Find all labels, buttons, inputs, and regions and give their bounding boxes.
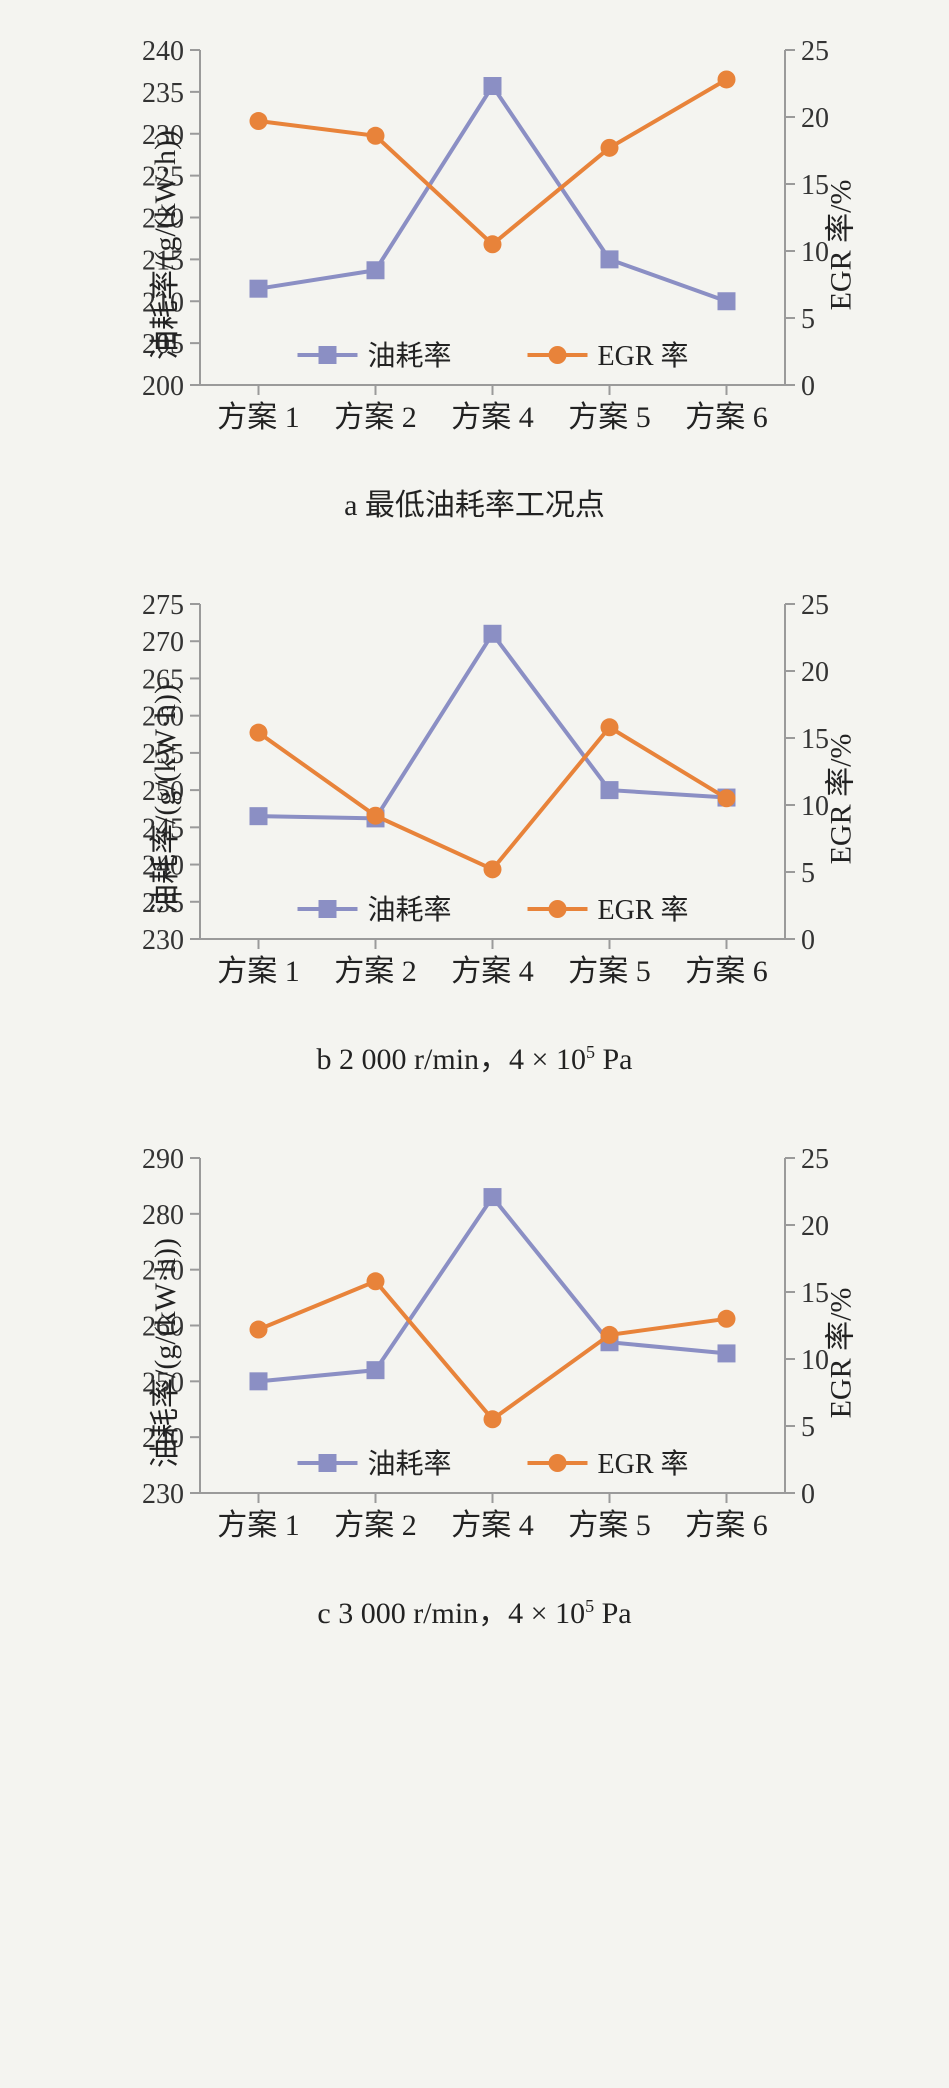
- x-category-label: 方案 2: [334, 401, 417, 434]
- egr-series-marker: [249, 1321, 267, 1339]
- egr-series-marker: [249, 724, 267, 742]
- legend-egr-label: EGR 率: [597, 894, 688, 926]
- x-category-label: 方案 2: [334, 1509, 417, 1542]
- egr-series-marker: [366, 807, 384, 825]
- chart-caption: b 2 000 r/min，4 × 105 Pa: [40, 1034, 909, 1078]
- x-category-label: 方案 6: [685, 1509, 768, 1542]
- x-category-label: 方案 4: [451, 401, 534, 434]
- x-category-label: 方案 5: [568, 955, 651, 988]
- chart-panel-c: 油耗率/(g/(kW·h))EGR 率/%2302402502602702802…: [0, 1108, 949, 1662]
- x-category-label: 方案 1: [217, 1509, 300, 1542]
- fuel-series-marker: [600, 781, 618, 799]
- chart-caption: a 最低油耗率工况点: [40, 480, 909, 524]
- y-left-tick-label: 230: [142, 1479, 184, 1510]
- x-category-label: 方案 5: [568, 1509, 651, 1542]
- fuel-series-marker: [249, 1372, 267, 1390]
- chart-wrap: 油耗率/(g/(kW·h)) EGR 率/%2302352402452502552…: [85, 584, 865, 1014]
- x-category-label: 方案 4: [451, 955, 534, 988]
- egr-series-marker: [717, 1310, 735, 1328]
- egr-series-line: [258, 727, 726, 869]
- legend-egr-label: EGR 率: [597, 340, 688, 372]
- fuel-series-marker: [717, 292, 735, 310]
- x-category-label: 方案 1: [217, 955, 300, 988]
- y-right-tick-label: 5: [801, 1412, 815, 1443]
- fuel-series-marker: [483, 1188, 501, 1206]
- y-right-tick-label: 0: [801, 1479, 815, 1510]
- egr-series-marker: [717, 789, 735, 807]
- egr-series-marker: [366, 1272, 384, 1290]
- chart-panel-a: 油耗率/(g/(kW·h))EGR 率/%2002052102152202252…: [0, 0, 949, 554]
- chart-wrap: 油耗率/(g/(kW·h)) EGR 率/%2302402502602702802…: [85, 1138, 865, 1568]
- fuel-series-marker: [249, 280, 267, 298]
- x-category-label: 方案 6: [685, 401, 768, 434]
- fuel-series-line: [258, 634, 726, 819]
- egr-series-marker: [366, 127, 384, 145]
- y-right-tick-label: 25: [801, 590, 829, 621]
- chart-svg: 2302402502602702802900510152025方案 1方案 2方…: [85, 1138, 865, 1568]
- legend-egr-label: EGR 率: [597, 1448, 688, 1480]
- legend-fuel-label: 油耗率: [367, 894, 451, 926]
- y-right-tick-label: 0: [801, 925, 815, 956]
- egr-series-line: [258, 79, 726, 244]
- chart-caption: c 3 000 r/min，4 × 105 Pa: [40, 1588, 909, 1632]
- y-right-axis-label: EGR 率/%: [815, 1288, 859, 1419]
- y-left-tick-label: 235: [142, 78, 184, 109]
- y-left-tick-label: 270: [142, 627, 184, 658]
- chart-svg: 2302352402452502552602652702750510152025…: [85, 584, 865, 1014]
- egr-series-marker: [483, 1410, 501, 1428]
- y-left-tick-label: 290: [142, 1144, 184, 1175]
- legend-fuel-label: 油耗率: [367, 1448, 451, 1480]
- egr-series-line: [258, 1281, 726, 1419]
- x-category-label: 方案 6: [685, 955, 768, 988]
- chart-wrap: 油耗率/(g/(kW·h)) EGR 率/%2002052102152202252…: [85, 30, 865, 460]
- egr-series-marker: [600, 1326, 618, 1344]
- y-left-axis-label: 油耗率/(g/(kW·h)): [139, 130, 183, 360]
- y-right-tick-label: 20: [801, 1211, 829, 1242]
- y-right-axis-label: EGR 率/%: [815, 180, 859, 311]
- egr-series-marker: [600, 139, 618, 157]
- egr-series-marker: [600, 718, 618, 736]
- fuel-series-marker: [600, 250, 618, 268]
- x-category-label: 方案 2: [334, 955, 417, 988]
- fuel-series-marker: [483, 77, 501, 95]
- legend-fuel-label: 油耗率: [367, 340, 451, 372]
- egr-series-marker: [249, 112, 267, 130]
- y-left-tick-label: 280: [142, 1200, 184, 1231]
- y-left-tick-label: 275: [142, 590, 184, 621]
- fuel-series-marker: [366, 1361, 384, 1379]
- y-left-axis-label: 油耗率/(g/(kW·h)): [139, 684, 183, 914]
- y-right-tick-label: 5: [801, 858, 815, 889]
- y-right-tick-label: 20: [801, 657, 829, 688]
- x-category-label: 方案 1: [217, 401, 300, 434]
- y-right-tick-label: 0: [801, 371, 815, 402]
- chart-panel-b: 油耗率/(g/(kW·h))EGR 率/%2302352402452502552…: [0, 554, 949, 1108]
- fuel-series-line: [258, 1197, 726, 1381]
- fuel-series-marker: [483, 625, 501, 643]
- y-right-tick-label: 5: [801, 304, 815, 335]
- fuel-series-marker: [249, 807, 267, 825]
- egr-series-marker: [717, 70, 735, 88]
- y-right-tick-label: 20: [801, 103, 829, 134]
- y-left-tick-label: 200: [142, 371, 184, 402]
- x-category-label: 方案 5: [568, 401, 651, 434]
- fuel-series-marker: [366, 261, 384, 279]
- fuel-series-marker: [717, 1344, 735, 1362]
- y-right-axis-label: EGR 率/%: [815, 734, 859, 865]
- y-left-tick-label: 230: [142, 925, 184, 956]
- y-right-tick-label: 25: [801, 36, 829, 67]
- chart-svg: 2002052102152202252302352400510152025方案 …: [85, 30, 865, 460]
- egr-series-marker: [483, 860, 501, 878]
- y-right-tick-label: 25: [801, 1144, 829, 1175]
- y-left-tick-label: 240: [142, 36, 184, 67]
- y-left-axis-label: 油耗率/(g/(kW·h)): [139, 1238, 183, 1468]
- egr-series-marker: [483, 235, 501, 253]
- x-category-label: 方案 4: [451, 1509, 534, 1542]
